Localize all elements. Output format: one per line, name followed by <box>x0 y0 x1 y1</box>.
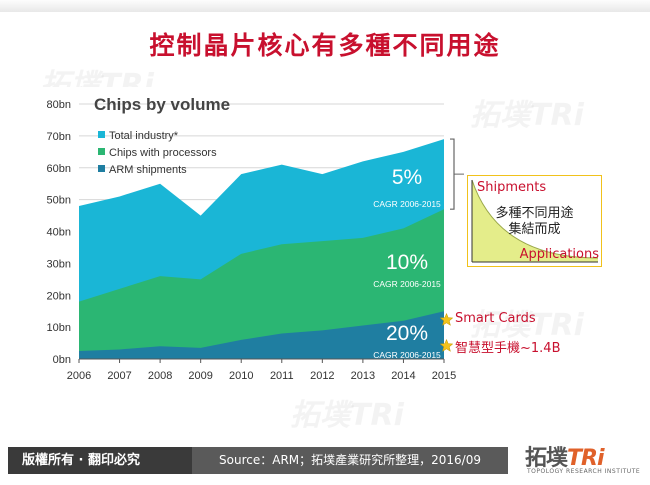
x-tick-label: 2006 <box>67 370 91 382</box>
x-tick-label: 2011 <box>270 370 294 382</box>
y-tick-label: 60bn <box>47 163 71 175</box>
cagr-value: 10% <box>386 251 428 274</box>
logo-subtitle: TOPOLOGY RESEARCH INSTITUTE <box>527 468 641 475</box>
x-tick-label: 2007 <box>107 370 131 382</box>
star-icon <box>440 313 453 326</box>
bracket <box>450 138 455 210</box>
legend-swatch <box>98 165 105 172</box>
logo-mark: 拓墣TRi <box>525 446 605 471</box>
watermark: 拓墣TRi <box>470 98 584 133</box>
x-tick-label: 2015 <box>432 370 456 382</box>
chart-panel: 0bn 10bn 20bn 30bn 40bn 50bn 60bn 70bn 80bn 2006 2… <box>14 87 467 392</box>
y-tick-label: 70bn <box>47 131 71 143</box>
inset-note-line2: 集結而成 <box>508 222 561 237</box>
cagr-label: CAGR 2006-2015 <box>373 279 441 289</box>
chart-title: Chips by volume <box>94 95 230 114</box>
top-bar <box>0 0 650 12</box>
inset-shipments-label: Shipments <box>477 180 547 195</box>
y-tick-label: 20bn <box>47 290 71 302</box>
long-tail-curve <box>471 179 599 263</box>
page-title: 控制晶片核心有多種不同用途 <box>149 31 501 60</box>
y-tick-label: 80bn <box>47 99 71 111</box>
x-tick-label: 2009 <box>188 370 212 382</box>
cagr-label: CAGR 2006-2015 <box>373 350 441 360</box>
y-tick-label: 40bn <box>47 227 71 239</box>
x-tick-label: 2013 <box>351 370 375 382</box>
company-logo: 拓墣TRi TOPOLOGY RESEARCH INSTITUTE <box>525 440 643 480</box>
legend-label: Chips with processors <box>109 147 217 159</box>
x-tick-label: 2012 <box>310 370 334 382</box>
inset-note: 多種不同用途 集結而成 <box>468 206 601 238</box>
legend-swatch <box>98 148 105 155</box>
y-tick-label: 30bn <box>47 258 71 270</box>
chips-by-volume-chart: 0bn 10bn 20bn 30bn 40bn 50bn 60bn 70bn 80bn 2006 2… <box>47 95 467 382</box>
source-note: Source：ARM；拓墣產業研究所整理，2016/09 <box>192 447 508 474</box>
legend-label: Total industry* <box>109 130 179 142</box>
copyright-notice: 版權所有 · 翻印必究 <box>8 447 192 474</box>
area-series-1 <box>79 209 444 359</box>
y-tick-label: 0bn <box>53 354 71 366</box>
inset-note-line1: 多種不同用途 <box>495 206 574 221</box>
smart-cards-callout: Smart Cards <box>455 311 536 326</box>
watermark: 拓墣TRi <box>290 398 404 433</box>
y-tick-label: 10bn <box>47 322 71 334</box>
y-tick-label: 50bn <box>47 195 71 207</box>
long-tail-inset: Shipments 多種不同用途 集結而成 Applications <box>467 175 602 267</box>
cagr-value: 5% <box>392 166 422 189</box>
cagr-value: 20% <box>386 322 428 345</box>
cagr-label: CAGR 2006-2015 <box>373 199 441 209</box>
x-tick-label: 2008 <box>148 370 172 382</box>
legend-swatch <box>98 131 105 138</box>
legend-label: ARM shipments <box>109 164 187 176</box>
x-tick-label: 2014 <box>391 370 415 382</box>
smartphones-callout: 智慧型手機~1.4B <box>455 341 561 356</box>
star-icon <box>440 339 453 352</box>
x-tick-label: 2010 <box>229 370 253 382</box>
area-series-2 <box>79 311 444 359</box>
inset-applications-label: Applications <box>519 247 599 262</box>
